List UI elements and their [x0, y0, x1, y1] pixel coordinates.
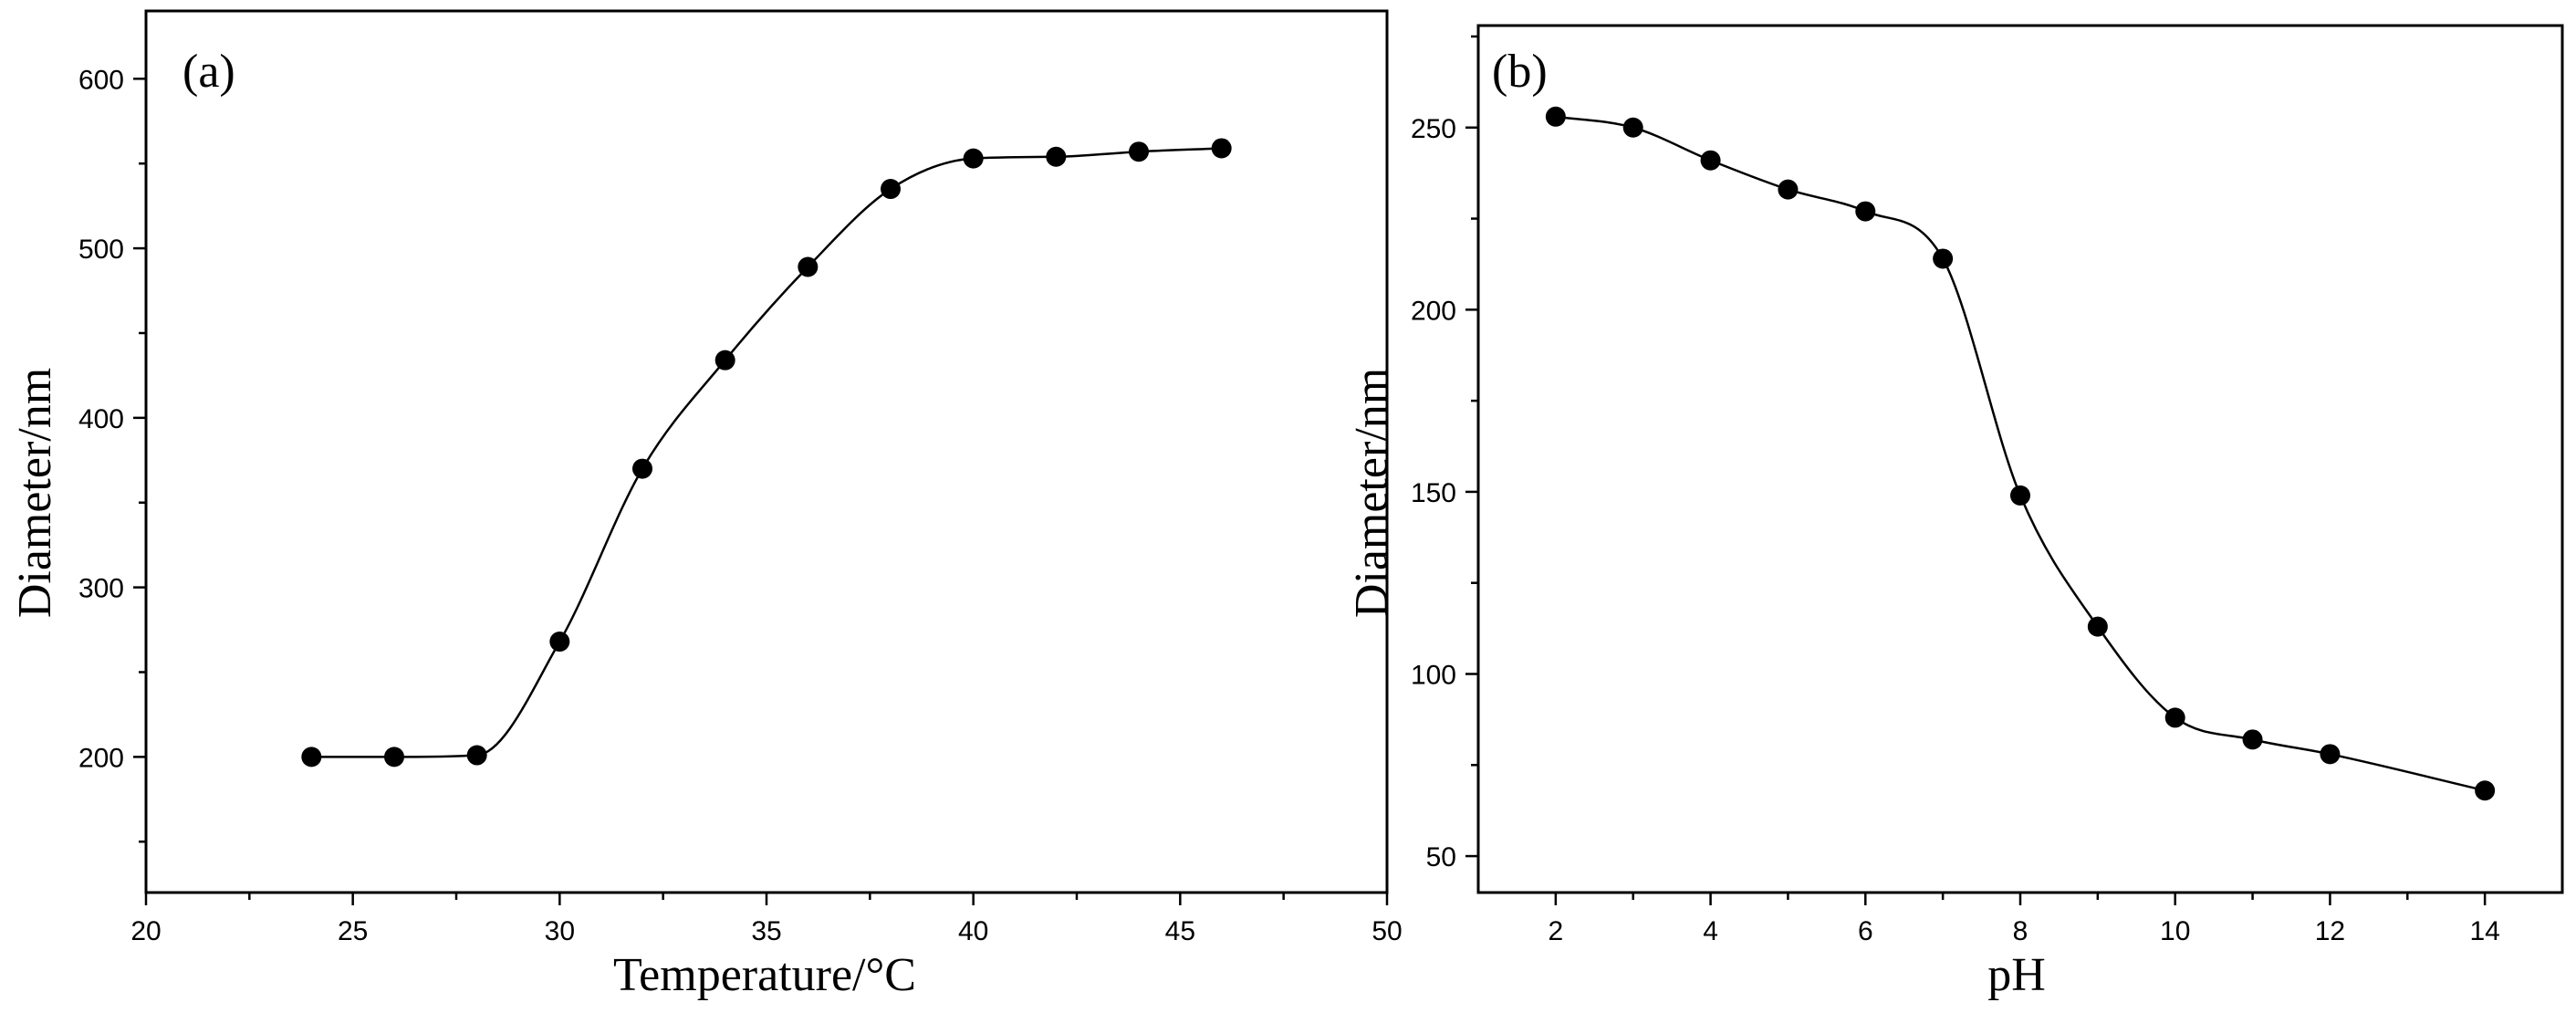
panel-b-x-tick-label: 6 — [1858, 916, 1873, 946]
panel-b-data-point — [2242, 729, 2263, 750]
panel-b-data-point — [1933, 248, 1954, 269]
panel-a-data-point — [1211, 138, 1232, 159]
panel-b-x-tick-label: 4 — [1703, 916, 1718, 946]
panel-b-plot-frame — [1476, 24, 2564, 894]
panel-b-y-tick-label: 150 — [1411, 478, 1456, 508]
panel-b-x-tick-label: 12 — [2315, 916, 2345, 946]
panel-a-x-tick-label: 45 — [1165, 916, 1195, 946]
panel-a-plot-frame — [144, 9, 1389, 894]
panel-b-data-point — [1545, 106, 1566, 127]
panel-b-data-point — [1700, 150, 1721, 171]
panel-a-y-axis-title: Diameter/nm — [9, 368, 61, 618]
panel-a-x-tick-label: 20 — [130, 916, 161, 946]
panel-a-label: (a) — [183, 46, 235, 98]
panel-a-x-tick-label: 35 — [751, 916, 781, 946]
panel-b-y-tick-label: 100 — [1411, 661, 1456, 691]
panel-b-data-point — [2475, 780, 2496, 801]
panel-a-data-point — [1129, 141, 1149, 162]
panel-a-data-point — [798, 256, 819, 277]
panel-a-data-point — [963, 148, 984, 169]
panel-b-y-tick-label: 250 — [1411, 114, 1456, 144]
panel-a-y-tick-label: 200 — [78, 743, 124, 773]
panel-b-data-point — [1778, 179, 1799, 200]
panel-b-y-tick-label: 200 — [1411, 296, 1456, 326]
panel-a-data-point — [301, 747, 322, 768]
panel-a-x-tick-label: 30 — [545, 916, 575, 946]
panel-a-y-tick-label: 500 — [78, 235, 124, 265]
panel-b-data-point — [2087, 616, 2108, 637]
panel-a-data-point — [714, 350, 735, 371]
panel-b-y-tick-label: 50 — [1426, 842, 1456, 872]
panel-b-data-point — [1622, 117, 1643, 138]
panel-b-label: (b) — [1492, 46, 1548, 98]
panel-b-x-tick-label: 8 — [2013, 916, 2028, 946]
panel-a-fit-curve — [311, 147, 1222, 758]
panel-a-x-tick-label: 25 — [338, 916, 368, 946]
panel-a-y-tick-label: 300 — [78, 574, 124, 604]
panel-a-x-axis-title: Temperature/°C — [613, 949, 916, 1001]
panel-b-data-point — [2010, 485, 2030, 506]
panel-a-data-point — [466, 745, 487, 766]
panel-a-y-tick-label: 600 — [78, 65, 124, 95]
panel-a: (a) Temperature/°C Diameter/nm 20 25 30 35 4… — [9, 9, 1403, 1001]
panel-b-data-point — [2320, 744, 2341, 765]
panel-b-x-tick-label: 2 — [1549, 916, 1564, 946]
panel-a-data-point — [632, 458, 652, 479]
panel-b-x-tick-label: 14 — [2469, 916, 2499, 946]
panel-a-y-tick-label: 400 — [78, 404, 124, 434]
panel-b-fit-curve — [1555, 115, 2486, 792]
panel-b-x-tick-label: 10 — [2160, 916, 2190, 946]
panel-b-data-point — [1855, 201, 1876, 222]
panel-a-data-point — [1046, 146, 1067, 167]
panel-b: (b) pH Diameter/nm 2 4 6 8 10 12 14 50 100 150 200… — [1346, 24, 2564, 1001]
panel-a-x-tick-label: 50 — [1371, 916, 1402, 946]
panel-a-data-point — [384, 747, 404, 768]
panel-a-data-point — [881, 179, 901, 200]
panel-a-data-point — [549, 632, 570, 653]
panel-b-y-axis-title: Diameter/nm — [1346, 368, 1398, 618]
panel-b-x-axis-title: pH — [1987, 949, 2046, 1001]
panel-a-x-tick-label: 40 — [958, 916, 988, 946]
panel-b-data-point — [2164, 707, 2185, 728]
